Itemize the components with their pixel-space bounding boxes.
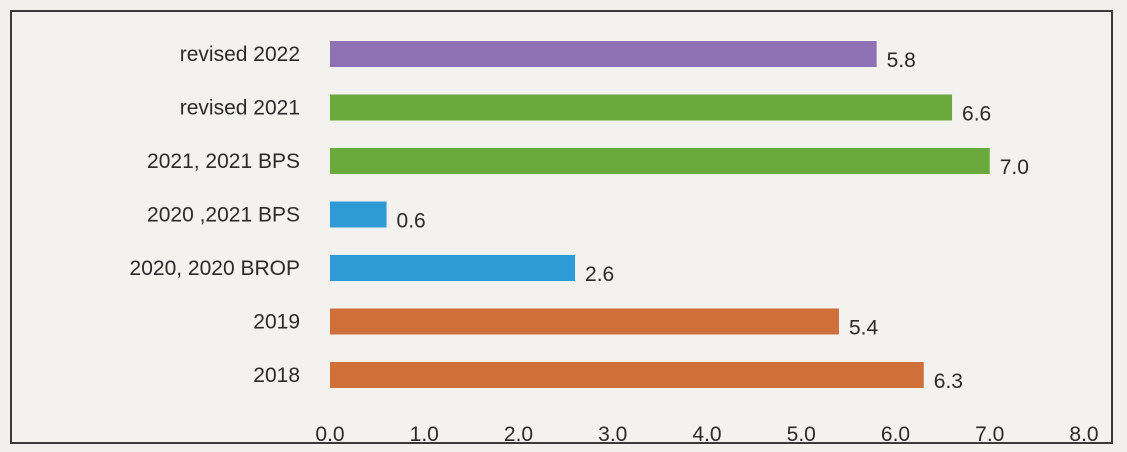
bar bbox=[330, 308, 839, 335]
x-tick-label: 5.0 bbox=[787, 423, 816, 446]
value-label: 5.4 bbox=[849, 317, 879, 340]
bar bbox=[330, 148, 990, 174]
value-label: 2.6 bbox=[585, 263, 614, 286]
category-label: 2019 bbox=[253, 311, 300, 334]
x-tick-label: 1.0 bbox=[410, 423, 439, 446]
bar bbox=[330, 255, 576, 281]
x-tick-label: 0.0 bbox=[315, 423, 344, 446]
x-tick-label: 2.0 bbox=[504, 423, 533, 446]
x-tick-label: 7.0 bbox=[975, 423, 1004, 446]
category-label: 2021, 2021 BPS bbox=[147, 150, 300, 173]
category-label: 2020, 2020 BROP bbox=[130, 257, 300, 280]
value-label: 6.6 bbox=[962, 103, 991, 126]
category-label: 2020 ,2021 BPS bbox=[147, 204, 300, 227]
category-label: 2018 bbox=[253, 364, 300, 387]
category-label: revised 2021 bbox=[180, 97, 300, 120]
bar bbox=[330, 362, 924, 388]
value-label: 5.8 bbox=[887, 49, 916, 72]
bar bbox=[330, 94, 953, 121]
x-tick-label: 6.0 bbox=[881, 423, 910, 446]
value-label: 6.3 bbox=[934, 370, 963, 393]
bar bbox=[330, 201, 387, 228]
x-tick-label: 4.0 bbox=[692, 423, 721, 446]
category-label: revised 2022 bbox=[180, 43, 300, 66]
value-label: 7.0 bbox=[1000, 156, 1029, 179]
x-tick-label: 3.0 bbox=[598, 423, 627, 446]
x-tick-label: 8.0 bbox=[1069, 423, 1098, 446]
bar bbox=[330, 41, 877, 67]
value-label: 0.6 bbox=[397, 210, 426, 233]
